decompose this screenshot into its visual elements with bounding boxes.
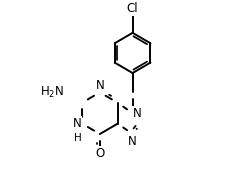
Text: H: H (74, 132, 81, 142)
Text: N: N (133, 107, 142, 120)
Text: Cl: Cl (127, 2, 138, 15)
Text: H$_2$N: H$_2$N (40, 85, 64, 100)
Text: N: N (72, 117, 81, 130)
Text: N: N (95, 79, 104, 92)
Text: N: N (128, 135, 137, 148)
Text: O: O (95, 147, 104, 160)
